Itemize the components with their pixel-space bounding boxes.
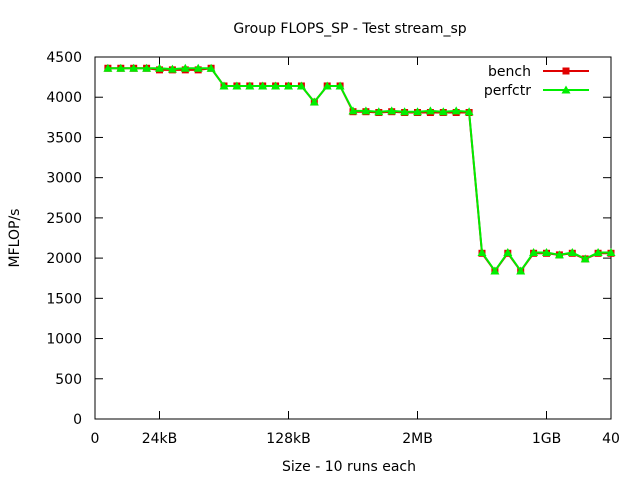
data-point <box>425 106 435 115</box>
x-tick-label: 128kB <box>266 431 310 447</box>
data-point <box>374 107 384 116</box>
data-point <box>490 266 500 275</box>
data-point <box>129 63 139 72</box>
data-point <box>464 107 474 116</box>
data-point <box>335 81 345 90</box>
data-point <box>232 81 242 90</box>
data-point <box>245 81 255 90</box>
data-point <box>348 106 358 115</box>
data-point <box>103 63 113 72</box>
legend-marker <box>561 85 571 94</box>
legend-marker <box>562 67 570 75</box>
x-tick-label: 24kB <box>142 431 178 447</box>
legend-label: bench <box>488 64 531 80</box>
y-tick-label: 2000 <box>46 251 82 267</box>
data-point <box>529 247 539 256</box>
data-point <box>438 107 448 116</box>
series-line <box>107 67 611 272</box>
data-point <box>219 81 229 90</box>
data-point <box>296 81 306 90</box>
data-point <box>309 97 319 106</box>
data-point <box>142 63 152 72</box>
x-axis-label: Size - 10 runs each <box>282 459 416 475</box>
data-point <box>580 254 590 263</box>
data-point <box>322 81 332 90</box>
data-point <box>155 63 164 72</box>
data-point <box>413 107 422 116</box>
series-layer <box>103 63 616 275</box>
y-tick-label: 500 <box>55 372 82 388</box>
data-point <box>193 63 203 72</box>
plot-frame <box>94 56 612 420</box>
data-point <box>206 63 216 72</box>
data-point <box>387 106 397 115</box>
x-tick-label: 2MB <box>402 431 433 447</box>
y-tick-label: 1000 <box>46 332 82 348</box>
data-point <box>593 247 603 256</box>
legend: bench perfctr <box>484 64 589 99</box>
axes: 0 500 1000 1500 2000 2500 3000 3500 4000 4500 0 24k… <box>46 50 620 447</box>
x-tick-label: 40 <box>602 431 620 447</box>
data-point <box>542 247 551 256</box>
x-tick-label: 1GB <box>532 431 561 447</box>
series-line <box>107 67 611 272</box>
series-bench <box>104 64 615 275</box>
x-tick-label: 0 <box>91 431 100 447</box>
data-point <box>361 106 371 115</box>
data-point <box>180 63 190 72</box>
data-point <box>451 106 461 115</box>
y-axis-label: MFLOP/s <box>7 209 23 268</box>
data-point <box>567 247 577 256</box>
data-point <box>284 81 293 90</box>
y-tick-label: 3000 <box>46 171 82 187</box>
data-point <box>167 64 177 73</box>
data-point <box>477 247 487 256</box>
y-tick-label: 1500 <box>46 291 82 307</box>
data-point <box>271 81 281 90</box>
data-point <box>606 247 616 256</box>
legend-label: perfctr <box>484 83 531 99</box>
y-tick-label: 4000 <box>46 90 82 106</box>
data-point <box>400 107 410 116</box>
data-point <box>516 266 526 275</box>
data-point <box>554 250 564 259</box>
chart-title: Group FLOPS_SP - Test stream_sp <box>233 21 466 37</box>
y-tick-label: 3500 <box>46 130 82 146</box>
series-perfctr <box>103 63 616 275</box>
data-point <box>258 81 268 90</box>
y-tick-label: 0 <box>73 412 82 428</box>
y-tick-label: 2500 <box>46 211 82 227</box>
data-point <box>503 247 513 256</box>
data-point <box>116 63 126 72</box>
y-tick-label: 4500 <box>46 50 82 66</box>
